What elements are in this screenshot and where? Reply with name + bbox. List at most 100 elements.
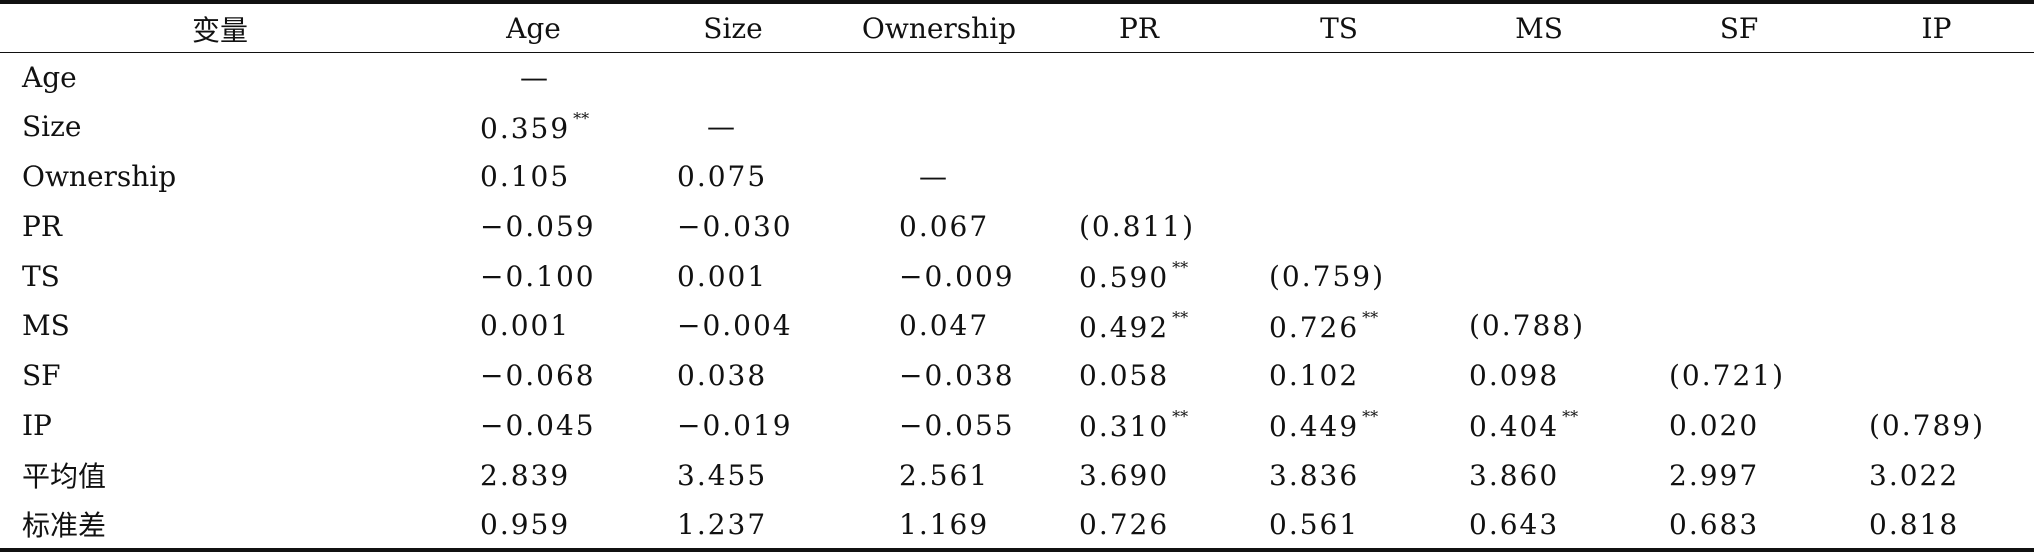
cell-value: (0.721): [1669, 359, 1786, 393]
cell-value: —: [520, 60, 548, 94]
table-row: PR −0.059 −0.030 0.067 (0.811): [0, 201, 2034, 251]
table-row: Size 0.359 ** —: [0, 102, 2034, 152]
table-row: MS 0.001 −0.004 0.047 0.492 ** 0.726 ** (0.788): [0, 301, 2034, 351]
table-row: SF −0.068 0.038 −0.038 0.058 0.102 0.098 (0.721…: [0, 351, 2034, 401]
table-cell: [1839, 301, 2034, 351]
significance-marker: **: [1172, 307, 1189, 327]
table-cell: 0.058: [1039, 351, 1239, 401]
table-cell: −0.019: [627, 401, 839, 451]
table-cell: −0.055: [839, 401, 1039, 451]
header-ip: IP: [1839, 0, 2034, 53]
table-cell: [1439, 251, 1639, 301]
table-cell: 0.047: [839, 301, 1039, 351]
table-cell: 0.561: [1239, 500, 1439, 552]
table-cell: 3.860: [1439, 450, 1639, 500]
table-cell: 0.102: [1239, 351, 1439, 401]
cell-value: 0.449: [1269, 410, 1360, 444]
table-cell: [1839, 351, 2034, 401]
table-cell: 0.818: [1839, 500, 2034, 552]
cell-value: 2.561: [899, 458, 990, 492]
table-cell: [1039, 102, 1239, 152]
cell-value: 3.455: [677, 458, 768, 492]
table-row: TS −0.100 0.001 −0.009 0.590 ** (0.759): [0, 251, 2034, 301]
cell-value: 2.997: [1669, 458, 1760, 492]
table-cell: 3.690: [1039, 450, 1239, 500]
table-cell: [1839, 152, 2034, 202]
cell-value: 1.169: [899, 507, 990, 541]
table-cell: [1239, 201, 1439, 251]
table-cell: −0.068: [440, 351, 627, 401]
table-cell: (0.788): [1439, 301, 1639, 351]
significance-marker: **: [1172, 258, 1189, 278]
cell-value: 3.690: [1079, 458, 1170, 492]
table-cell: 3.022: [1839, 450, 2034, 500]
cell-value: 0.067: [899, 209, 990, 243]
table-cell: [1839, 201, 2034, 251]
cell-value: −0.030: [677, 209, 793, 243]
cell-value: —: [919, 159, 947, 193]
table-cell: 0.067: [839, 201, 1039, 251]
table-cell: [839, 52, 1039, 102]
table-row: 标准差 0.959 1.237 1.169 0.726 0.561 0.643 0.683 0.…: [0, 500, 2034, 552]
table-cell: 2.839: [440, 450, 627, 500]
table-cell: [1639, 201, 1839, 251]
cell-value: —: [707, 110, 735, 144]
cell-value: 0.726: [1269, 310, 1360, 344]
table-cell: 0.643: [1439, 500, 1639, 552]
cell-value: 0.683: [1669, 507, 1760, 541]
table-row: Age —: [0, 52, 2034, 102]
cell-value: −0.009: [899, 259, 1015, 293]
row-label: TS: [22, 259, 60, 293]
table-cell: 0.683: [1639, 500, 1839, 552]
table-cell: 0.020: [1639, 401, 1839, 451]
table-cell: [1839, 102, 2034, 152]
row-label: Ownership: [22, 159, 177, 193]
cell-value: −0.059: [480, 209, 596, 243]
header-pr: PR: [1039, 0, 1239, 53]
table-cell: [1239, 102, 1439, 152]
cell-value: 0.020: [1669, 408, 1760, 442]
cell-value: −0.055: [899, 408, 1015, 442]
significance-marker: **: [1362, 407, 1379, 427]
table-cell: [627, 52, 839, 102]
significance-marker: **: [573, 108, 590, 128]
table-cell: (0.811): [1039, 201, 1239, 251]
row-label: 平均值: [22, 460, 107, 494]
cell-value: 0.590: [1079, 261, 1170, 295]
row-label: SF: [22, 359, 61, 393]
table-cell: 3.836: [1239, 450, 1439, 500]
table-cell: −0.059: [440, 201, 627, 251]
cell-value: (0.811): [1079, 209, 1196, 243]
table-row: IP −0.045 −0.019 −0.055 0.310 ** 0.449 ** 0.404 *…: [0, 401, 2034, 451]
table-cell: 0.590 **: [1039, 251, 1239, 301]
table-cell: −0.038: [839, 351, 1039, 401]
table-cell: 0.449 **: [1239, 401, 1439, 451]
table-cell: [1639, 152, 1839, 202]
cell-value: −0.045: [480, 408, 596, 442]
cell-value: −0.100: [480, 259, 596, 293]
table-cell: −0.004: [627, 301, 839, 351]
cell-value: 0.404: [1469, 410, 1560, 444]
cell-value: 0.102: [1269, 359, 1360, 393]
cell-value: −0.004: [677, 309, 793, 343]
cell-value: 2.839: [480, 458, 571, 492]
header-size: Size: [627, 0, 839, 53]
table-cell: [839, 102, 1039, 152]
cell-value: 0.643: [1469, 507, 1560, 541]
table-cell: [1039, 152, 1239, 202]
table-cell: [1239, 52, 1439, 102]
table-cell: [1639, 102, 1839, 152]
table-cell: −0.030: [627, 201, 839, 251]
cell-value: 0.359: [480, 111, 571, 145]
cell-value: −0.038: [899, 359, 1015, 393]
table-cell: —: [627, 102, 839, 152]
cell-value: −0.068: [480, 359, 596, 393]
cell-value: 0.098: [1469, 359, 1560, 393]
header-ts: TS: [1239, 0, 1439, 53]
table-cell: —: [839, 152, 1039, 202]
table-cell: 0.105: [440, 152, 627, 202]
table-cell: 0.726 **: [1239, 301, 1439, 351]
cell-value: 0.038: [677, 359, 768, 393]
table-cell: 0.001: [627, 251, 839, 301]
